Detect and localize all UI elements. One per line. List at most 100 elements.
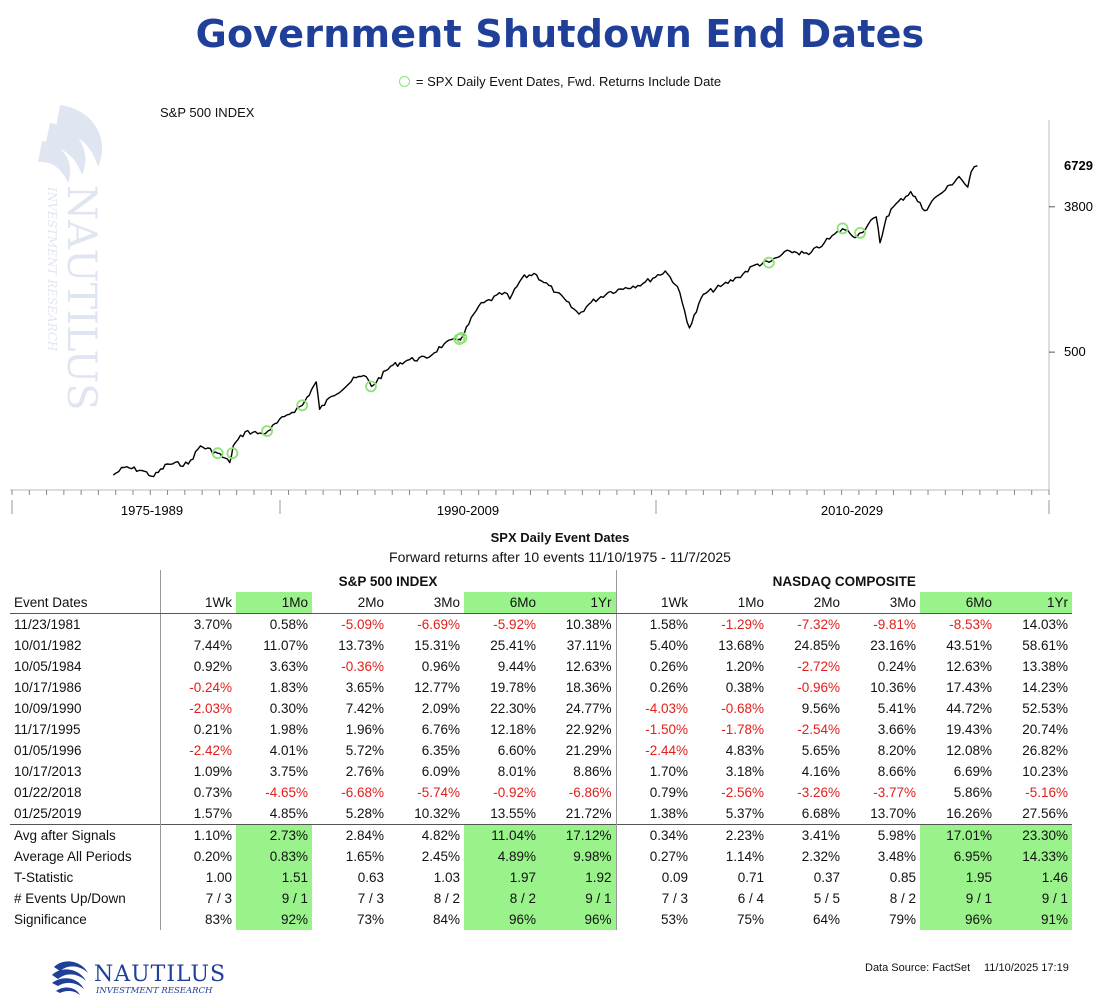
event-row: 11/23/1981 3.70% 0.58% -5.09% -6.69% -5.92% 10… <box>10 613 1072 635</box>
value-cell: 6.95% <box>920 846 996 867</box>
row-label: Average All Periods <box>14 849 132 864</box>
value-cell: 84% <box>432 912 460 927</box>
x-minor-ticks <box>11 490 1050 495</box>
table-title: SPX Daily Event Dates <box>490 530 630 545</box>
value-cell: 5.37% <box>725 806 764 821</box>
value-cell: 0.37 <box>813 870 840 885</box>
y-tick-label: 3800 <box>1064 199 1093 214</box>
column-header: 3Mo <box>388 592 464 614</box>
event-marker <box>261 425 274 438</box>
value-cell: -5.92% <box>493 617 536 632</box>
chart-legend: = SPX Daily Event Dates, Fwd. Returns In… <box>0 74 1120 89</box>
event-row: 11/17/1995 0.21% 1.98% 1.96% 6.76% 12.18% 22.9… <box>10 719 1072 740</box>
value-cell: 8.86% <box>573 764 612 779</box>
summary-row: Average All Periods 0.20% 0.83% 1.65% 2.45% 4… <box>10 846 1072 867</box>
value-cell: 0.63 <box>357 870 384 885</box>
value-cell: 6.09% <box>421 764 460 779</box>
value-cell: 7.42% <box>345 701 384 716</box>
row-label: 10/09/1990 <box>14 701 82 716</box>
column-header: 2Mo <box>768 592 844 614</box>
value-cell: 10.23% <box>1022 764 1068 779</box>
value-cell: 79% <box>888 912 916 927</box>
legend-label: = SPX Daily Event Dates, Fwd. Returns In… <box>415 74 722 89</box>
value-cell: 6 / 4 <box>737 891 764 906</box>
x-period-label: 2010-2029 <box>821 503 883 518</box>
column-header: 1Yr <box>540 592 616 614</box>
returns-table: S&P 500 INDEX NASDAQ COMPOSITE Event Dates… <box>10 570 1072 930</box>
value-cell: 12.63% <box>565 659 612 674</box>
value-cell: 21.29% <box>565 743 612 758</box>
value-cell: -2.54% <box>797 722 840 737</box>
value-cell: -5.09% <box>341 617 384 632</box>
value-cell: 0.27% <box>615 846 692 867</box>
value-cell: 17.01% <box>920 824 996 846</box>
value-cell: 6.69% <box>953 764 992 779</box>
value-cell: 5.98% <box>844 824 920 846</box>
value-cell: 0.24% <box>877 659 916 674</box>
value-cell: 19.78% <box>490 680 536 695</box>
event-marker-icon <box>398 76 410 87</box>
value-cell: 0.85 <box>889 870 916 885</box>
value-cell: 9 / 1 <box>540 888 616 909</box>
group-header-row: S&P 500 INDEX NASDAQ COMPOSITE <box>10 570 1072 592</box>
value-cell: 1.83% <box>269 680 308 695</box>
value-cell: 10.38% <box>565 617 612 632</box>
value-cell: -8.53% <box>949 617 992 632</box>
value-cell: 1.51 <box>236 867 312 888</box>
value-cell: 1.95 <box>920 867 996 888</box>
value-cell: 19.43% <box>946 722 992 737</box>
value-cell: 5.65% <box>801 743 840 758</box>
value-cell: 1.92 <box>540 867 616 888</box>
value-cell: 7.44% <box>159 635 236 656</box>
column-header: 1Mo <box>692 592 768 614</box>
value-cell: 4.83% <box>725 743 764 758</box>
column-header: 1Mo <box>236 592 312 614</box>
value-cell: -1.78% <box>721 722 764 737</box>
value-cell: 8 / 2 <box>464 888 540 909</box>
value-cell: 14.03% <box>1022 617 1068 632</box>
value-cell: 17.43% <box>946 680 992 695</box>
event-marker <box>836 222 849 235</box>
row-label: 01/22/2018 <box>14 785 82 800</box>
row-label: # Events Up/Down <box>14 891 126 906</box>
value-cell: 13.68% <box>718 638 764 653</box>
value-cell: 3.63% <box>269 659 308 674</box>
value-cell: 9.56% <box>801 701 840 716</box>
value-cell: 2.09% <box>421 701 460 716</box>
value-cell: 5.28% <box>345 806 384 821</box>
value-cell: 3.41% <box>768 824 844 846</box>
event-marker <box>762 256 775 269</box>
value-cell: 11.07% <box>263 638 308 653</box>
value-cell: 23.30% <box>996 824 1072 846</box>
value-cell: 13.55% <box>490 806 536 821</box>
row-label: T-Statistic <box>14 870 74 885</box>
value-cell: 17.12% <box>540 824 616 846</box>
value-cell: 9.44% <box>497 659 536 674</box>
value-cell: -2.72% <box>797 659 840 674</box>
value-cell: 7 / 3 <box>615 888 692 909</box>
value-cell: 96% <box>464 909 540 930</box>
value-cell: 0.21% <box>159 719 236 740</box>
value-cell: 12.77% <box>414 680 460 695</box>
value-cell: -0.92% <box>493 785 536 800</box>
value-cell: 96% <box>920 909 996 930</box>
value-cell: 1.09% <box>159 761 236 782</box>
value-cell: -6.69% <box>417 617 460 632</box>
value-cell: -2.42% <box>159 740 236 761</box>
event-row: 01/25/2019 1.57% 4.85% 5.28% 10.32% 13.55% 21.… <box>10 803 1072 825</box>
spx-line-chart: NAUTILUS INVESTMENT RESEARCH S&P 500 IND… <box>10 105 1093 518</box>
value-cell: 6.68% <box>801 806 840 821</box>
logo-name: NAUTILUS <box>94 962 226 987</box>
summary-row: T-Statistic 1.00 1.51 0.63 1.03 1.97 1.92 0.09 0… <box>10 867 1072 888</box>
value-cell: 91% <box>996 909 1072 930</box>
chart-title: S&P 500 INDEX <box>160 105 255 120</box>
value-cell: 96% <box>540 909 616 930</box>
value-cell: 0.38% <box>725 680 764 695</box>
value-cell: 12.08% <box>946 743 992 758</box>
value-cell: 10.36% <box>870 680 916 695</box>
value-cell: 37.11% <box>566 638 612 653</box>
value-cell: 1.46 <box>996 867 1072 888</box>
event-row: 10/17/2013 1.09% 3.75% 2.76% 6.09% 8.01% 8.86%… <box>10 761 1072 782</box>
logo-tagline: INVESTMENT RESEARCH <box>95 986 213 996</box>
column-header: 6Mo <box>920 592 996 614</box>
